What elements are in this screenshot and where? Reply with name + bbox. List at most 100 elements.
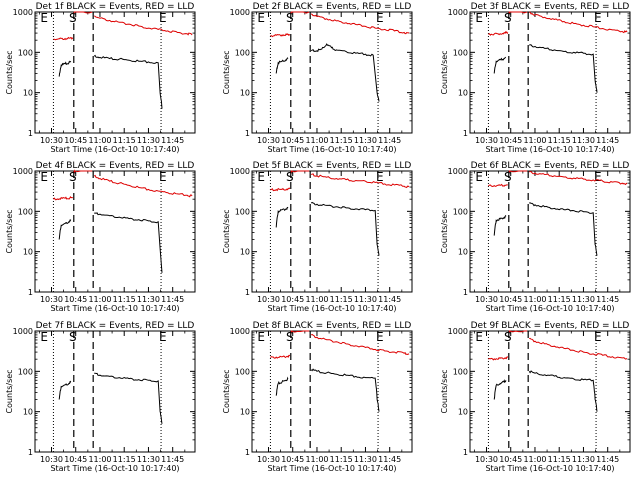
marker-label-s: S <box>504 170 512 184</box>
series-lld-line <box>290 11 310 14</box>
marker-label-e-start: E <box>40 170 48 184</box>
y-tick-label: 100 <box>235 367 250 376</box>
series-events-line <box>58 60 72 77</box>
y-tick-label: 10 <box>240 408 250 417</box>
series-events-line <box>93 54 163 109</box>
x-tick-label: 10:45 <box>64 455 87 464</box>
marker-label-s: S <box>69 11 77 25</box>
chart-det-2: Det 2f BLACK = Events, RED = LLD 1 10 100 10… <box>222 2 413 154</box>
chart-det-8: Det 8f BLACK = Events, RED = LLD 1 10 100 10… <box>222 321 413 473</box>
x-tick-label: 11:30 <box>354 295 377 304</box>
marker-label-e-end: E <box>594 330 602 344</box>
chart-title: Det 7f BLACK = Events, RED = LLD <box>36 321 195 331</box>
marker-label-e-end: E <box>376 170 384 184</box>
series-lld-line <box>508 11 528 14</box>
chart-title: Det 4f BLACK = Events, RED = LLD <box>36 161 195 171</box>
x-tick-label: 11:30 <box>137 455 160 464</box>
series-events-line <box>493 214 507 236</box>
marker-label-e-start: E <box>40 11 48 25</box>
series-lld-line <box>488 356 509 361</box>
marker-label-s: S <box>286 170 294 184</box>
x-tick-label: 10:30 <box>475 455 498 464</box>
chart-title: Det 3f BLACK = Events, RED = LLD <box>471 2 630 12</box>
x-tick-label: 11:00 <box>305 295 328 304</box>
marker-label-s: S <box>286 330 294 344</box>
x-tick-label: 11:00 <box>523 136 546 145</box>
x-tick-label: 11:30 <box>572 136 595 145</box>
plot-frame <box>469 330 631 453</box>
marker-label-e-end: E <box>376 330 384 344</box>
series-lld-line <box>53 195 73 201</box>
x-tick-label: 10:45 <box>281 295 304 304</box>
x-tick-label: 10:30 <box>257 455 280 464</box>
marker-label-e-start: E <box>475 330 483 344</box>
marker-label-s: S <box>504 11 512 25</box>
x-tick-label: 10:45 <box>499 295 522 304</box>
series-events-line <box>58 380 72 400</box>
x-tick-label: 11:15 <box>113 136 136 145</box>
plot-frame <box>469 170 631 293</box>
x-tick-label: 11:45 <box>596 455 619 464</box>
x-axis-label: Start Time (16-Oct-10 10:17:40) <box>50 145 179 154</box>
x-tick-label: 11:45 <box>378 295 401 304</box>
x-axis-label: Start Time (16-Oct-10 10:17:40) <box>267 145 396 154</box>
x-tick-label: 11:30 <box>137 136 160 145</box>
y-tick-label: 10 <box>458 248 468 257</box>
y-tick-label: 100 <box>235 207 250 216</box>
series-lld-line <box>73 11 93 14</box>
series-lld-line <box>290 170 310 174</box>
y-tick-label: 1 <box>245 129 250 138</box>
series-events-line <box>58 219 72 240</box>
series-events-line <box>528 370 598 412</box>
x-tick-label: 11:15 <box>548 136 571 145</box>
series-events-line <box>310 43 380 102</box>
y-tick-label: 1000 <box>230 167 250 176</box>
chart-title: Det 8f BLACK = Events, RED = LLD <box>253 321 412 331</box>
plot-frame <box>251 11 413 134</box>
marker-label-e-start: E <box>257 11 265 25</box>
x-tick-label: 11:45 <box>161 455 184 464</box>
series-events-line <box>275 206 289 228</box>
series-lld-line <box>310 333 410 356</box>
y-tick-label: 1 <box>28 448 33 457</box>
x-tick-label: 11:00 <box>523 295 546 304</box>
x-tick-label: 10:30 <box>475 295 498 304</box>
y-tick-label: 10 <box>458 408 468 417</box>
series-events-line <box>529 202 598 256</box>
series-lld-line <box>529 11 628 34</box>
x-tick-label: 11:00 <box>523 455 546 464</box>
x-tick-label: 11:00 <box>88 136 111 145</box>
y-tick-label: 100 <box>453 48 468 57</box>
x-tick-label: 10:30 <box>40 455 63 464</box>
x-tick-label: 10:45 <box>281 136 304 145</box>
x-axis-label: Start Time (16-Oct-10 10:17:40) <box>485 464 614 473</box>
x-tick-label: 11:30 <box>354 136 377 145</box>
series-lld-line <box>529 337 628 360</box>
marker-label-s: S <box>504 330 512 344</box>
series-events-line <box>493 378 507 400</box>
x-axis-label: Start Time (16-Oct-10 10:17:40) <box>485 304 614 313</box>
y-tick-label: 100 <box>18 207 33 216</box>
chart-det-5: Det 5f BLACK = Events, RED = LLD 1 10 100 10… <box>222 161 413 313</box>
y-tick-label: 10 <box>240 248 250 257</box>
x-tick-label: 10:45 <box>499 455 522 464</box>
x-tick-label: 10:45 <box>499 136 522 145</box>
x-tick-label: 11:30 <box>137 295 160 304</box>
y-tick-label: 1 <box>463 448 468 457</box>
x-tick-label: 10:30 <box>40 295 63 304</box>
series-events-line <box>310 201 380 256</box>
marker-label-e-start: E <box>40 330 48 344</box>
x-tick-label: 11:45 <box>161 295 184 304</box>
x-tick-label: 11:45 <box>596 295 619 304</box>
y-tick-label: 100 <box>453 207 468 216</box>
series-lld-line <box>73 169 93 174</box>
x-tick-label: 11:45 <box>596 136 619 145</box>
series-lld-line <box>93 174 193 198</box>
chart-title: Det 2f BLACK = Events, RED = LLD <box>253 2 412 12</box>
chart-det-3: Det 3f BLACK = Events, RED = LLD 1 10 100 10… <box>440 2 631 154</box>
x-tick-label: 10:45 <box>281 455 304 464</box>
plot-frame <box>34 330 196 453</box>
y-tick-label: 1 <box>463 129 468 138</box>
marker-label-e-end: E <box>159 11 167 25</box>
